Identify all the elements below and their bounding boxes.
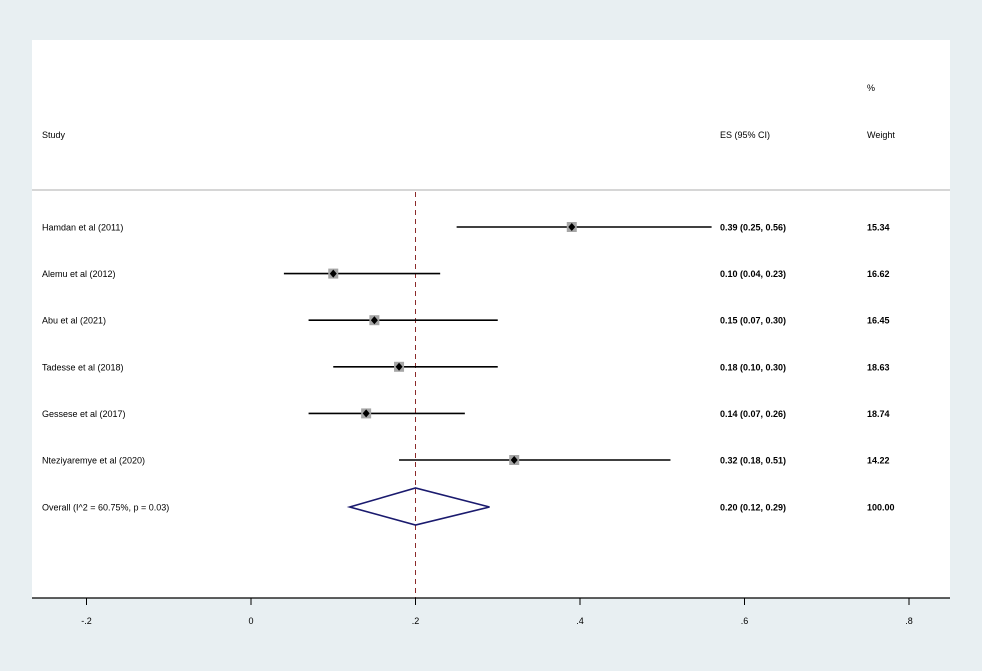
weight-label: 16.45 — [867, 316, 890, 326]
study-name: Hamdan et al (2011) — [42, 223, 123, 233]
weight-label: 14.22 — [867, 456, 890, 466]
weight-label: 18.74 — [867, 409, 890, 419]
header-percent: % — [867, 83, 875, 93]
study-name: Gessese et al (2017) — [42, 409, 126, 419]
point-estimate — [510, 456, 518, 464]
point-estimate — [568, 223, 576, 231]
x-tick-label: -.2 — [81, 616, 92, 626]
x-tick-label: 0 — [248, 616, 253, 626]
overall-es-label: 0.20 (0.12, 0.29) — [720, 503, 786, 513]
es-label: 0.39 (0.25, 0.56) — [720, 223, 786, 233]
study-row: Hamdan et al (2011) 0.39 (0.25, 0.56) 15.3… — [42, 222, 890, 233]
point-estimate — [370, 316, 378, 325]
weight-label: 18.63 — [867, 362, 890, 372]
study-name: Abu et al (2021) — [42, 316, 106, 326]
x-tick-label: .4 — [576, 616, 584, 626]
overall-weight-label: 100.00 — [867, 503, 895, 513]
es-label: 0.14 (0.07, 0.26) — [720, 409, 786, 419]
study-row: Alemu et al (2012) 0.10 (0.04, 0.23) 16.62 — [42, 268, 890, 279]
es-label: 0.32 (0.18, 0.51) — [720, 456, 786, 466]
x-tick-label: .6 — [741, 616, 749, 626]
study-name: Alemu et al (2012) — [42, 269, 116, 279]
plot-panel — [32, 40, 950, 598]
point-estimate — [395, 362, 403, 371]
weight-label: 15.34 — [867, 223, 890, 233]
es-label: 0.10 (0.04, 0.23) — [720, 269, 786, 279]
point-estimate — [329, 269, 337, 278]
x-tick-label: .2 — [412, 616, 420, 626]
overall-diamond — [346, 487, 490, 526]
header-study: Study — [42, 130, 66, 140]
point-estimate — [362, 409, 370, 418]
study-name: Nteziyaremye et al (2020) — [42, 456, 145, 466]
x-tick-label: .8 — [905, 616, 913, 626]
study-row: Tadesse et al (2018) 0.18 (0.10, 0.30) 18.… — [42, 361, 890, 372]
overall-name: Overall (I^2 = 60.75%, p = 0.03) — [42, 503, 169, 513]
es-label: 0.18 (0.10, 0.30) — [720, 362, 786, 372]
study-row: Abu et al (2021) 0.15 (0.07, 0.30) 16.45 — [42, 315, 890, 326]
study-row: Gessese et al (2017) 0.14 (0.07, 0.26) 18.… — [42, 408, 890, 419]
study-name: Tadesse et al (2018) — [42, 362, 124, 372]
weight-label: 16.62 — [867, 269, 890, 279]
header-es: ES (95% CI) — [720, 130, 770, 140]
study-row: Nteziyaremye et al (2020) 0.32 (0.18, 0.5… — [42, 455, 890, 466]
es-label: 0.15 (0.07, 0.30) — [720, 316, 786, 326]
header-weight: Weight — [867, 130, 895, 140]
